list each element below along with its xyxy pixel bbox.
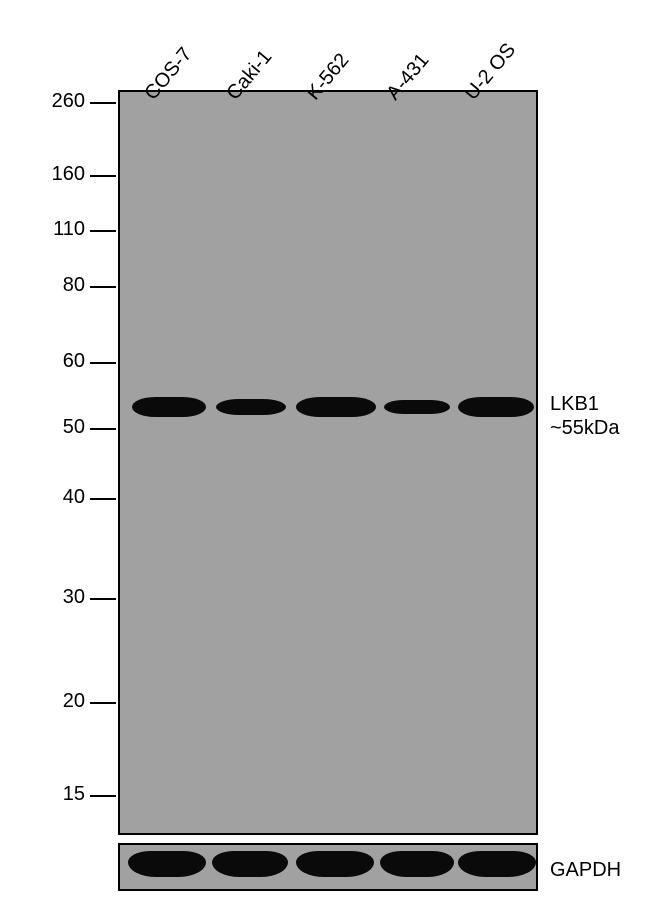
mw-label: 110	[53, 218, 85, 241]
mw-tick	[90, 102, 116, 104]
gapdh-band	[458, 851, 536, 877]
mw-tick	[90, 498, 116, 500]
mw-label: 40	[63, 486, 85, 509]
gapdh-band	[296, 851, 374, 877]
target-label-line: LKB1	[550, 392, 620, 416]
mw-label: 80	[63, 274, 85, 297]
lkb1-band	[216, 399, 286, 414]
mw-tick	[90, 428, 116, 430]
mw-label: 30	[63, 586, 85, 609]
gapdh-band	[380, 851, 454, 877]
mw-tick	[90, 230, 116, 232]
mw-label: 160	[52, 163, 85, 186]
mw-label: 60	[63, 350, 85, 373]
mw-label: 15	[63, 783, 85, 806]
lkb1-band	[132, 397, 206, 417]
gapdh-band	[212, 851, 288, 877]
mw-tick	[90, 598, 116, 600]
target-label-line: ~55kDa	[550, 416, 620, 440]
gapdh-band	[128, 851, 206, 877]
mw-tick	[90, 175, 116, 177]
mw-tick	[90, 286, 116, 288]
lkb1-band	[384, 400, 450, 414]
lkb1-band	[458, 397, 534, 418]
target-label: LKB1~55kDa	[550, 392, 620, 440]
main-blot-panel	[118, 90, 538, 835]
mw-tick	[90, 702, 116, 704]
western-blot-figure: 26016011080605040302015 COS-7Caki-1K-562…	[0, 0, 650, 923]
loading-control-label: GAPDH	[550, 858, 621, 882]
mw-label: 50	[63, 416, 85, 439]
mw-label: 260	[52, 90, 85, 113]
mw-label: 20	[63, 690, 85, 713]
mw-tick	[90, 362, 116, 364]
lkb1-band	[296, 397, 376, 418]
mw-tick	[90, 795, 116, 797]
